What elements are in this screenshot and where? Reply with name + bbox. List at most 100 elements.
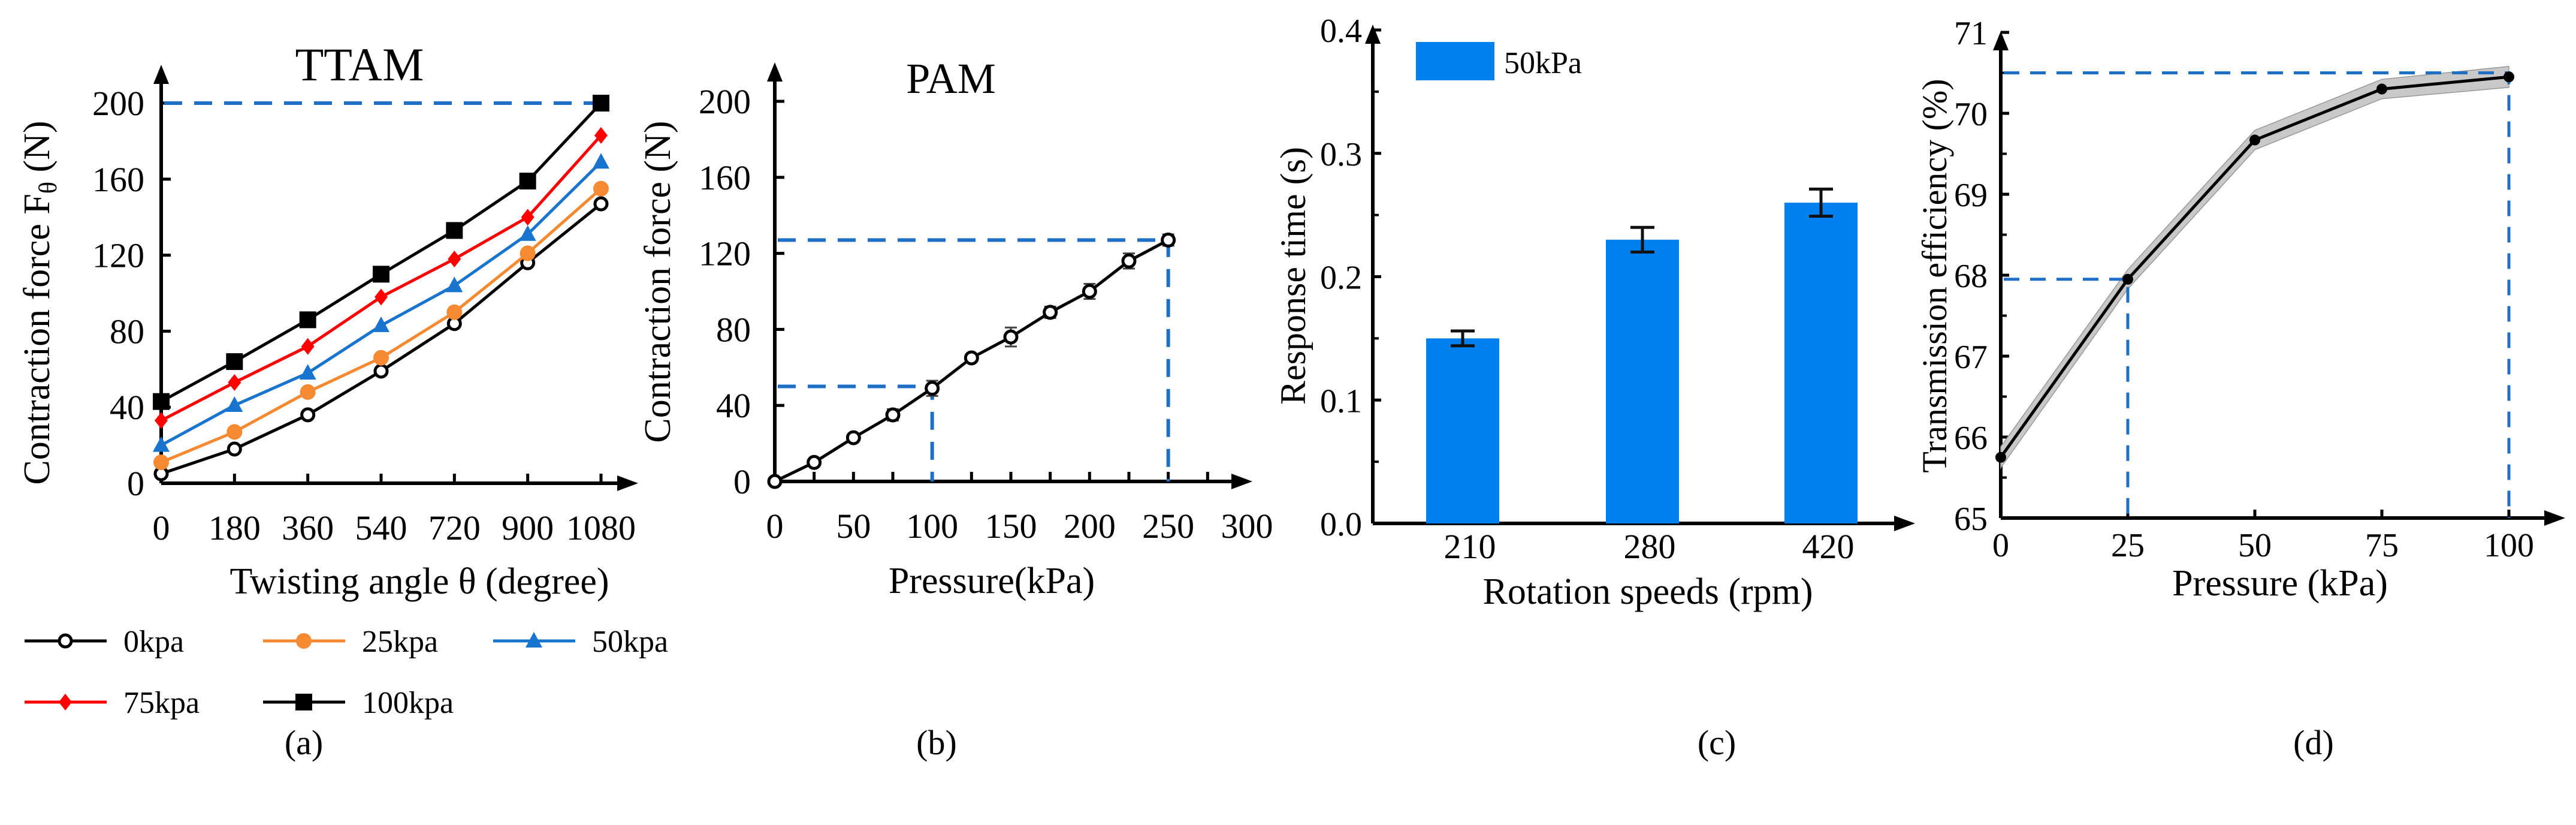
bar-210 [1426,338,1499,523]
data-point [807,454,822,470]
x-axis-label: Pressure (kPa) [2172,563,2388,604]
data-point [58,633,73,649]
legend-item-100kpa [263,694,345,710]
x-tick-label: 720 [428,508,481,547]
x-tick-label: 180 [209,508,261,547]
x-axis-arrow [1894,516,1915,531]
data-point [301,338,315,355]
legend-swatch [1416,42,1494,80]
y-tick-label: 0.2 [1320,260,1362,297]
y-tick-label: 0.1 [1320,383,1362,420]
y-tick-label: 160 [92,160,144,199]
y-tick-label: 0 [733,462,751,501]
data-point [1003,329,1019,345]
y-tick-label: 80 [716,310,751,349]
confidence-band [2000,65,2509,469]
legend-item-25kpa [263,633,345,649]
y-label-main: Contraction force F [17,194,58,485]
data-point [845,430,861,445]
x-axis-arrow [1231,474,1252,489]
x-tick-label: 540 [355,508,407,547]
legend-label: 0kpa [123,625,184,659]
data-point [296,633,312,649]
data-point [593,180,609,197]
x-tick-label: 50 [836,507,871,546]
panel-label: (b) [916,723,957,762]
y-tick-label: 80 [110,312,144,351]
legend-item-75kpa [25,694,107,710]
x-axis-arrow [2544,510,2565,526]
data-point [295,694,312,710]
data-point [446,304,463,320]
data-point [593,196,609,212]
reference-line [2004,278,2130,518]
data-point [767,474,783,489]
data-point [299,364,316,380]
panel-d-transmission-efficiency-chart [1993,31,2565,526]
data-point [964,350,979,366]
data-point [593,153,609,169]
y-tick-label: 67 [1954,339,1988,376]
x-tick-label: 210 [1444,527,1496,566]
data-point [228,374,241,391]
y-tick-label: 120 [92,236,144,275]
data-point [153,454,169,471]
data-point [2503,71,2514,83]
panel-a-ttam-chart: Contraction force Fθ (N) [17,65,638,710]
data-point [373,363,389,379]
legend-label: 50kPa [1504,46,1582,80]
x-tick-label: 0 [766,507,784,546]
x-tick-label: 100 [906,507,958,546]
x-tick-label: 200 [1064,507,1116,546]
data-point [300,407,316,423]
legend-item-50kpa [493,632,575,648]
x-tick-label: 300 [1221,507,1273,546]
y-tick-label: 40 [716,386,751,425]
x-axis-label: Twisting angle θ (degree) [229,561,609,602]
y-tick-label: 0.3 [1320,136,1362,173]
x-axis-label: Rotation speeds (rpm) [1482,571,1813,612]
y-tick-label: 120 [699,234,751,273]
x-tick-label: 150 [985,507,1037,546]
data-point [2376,83,2387,95]
data-point [2249,134,2260,146]
y-axis-label: Transmission efficiency (%) [1915,79,1954,472]
data-point [885,407,901,423]
y-tick-label: 71 [1954,15,1988,52]
y-axis-arrow [1365,25,1381,44]
chart-title: PAM [906,55,995,103]
y-axis-arrow [1993,31,2009,50]
data-point [1995,451,2006,463]
x-tick-label: 1080 [566,508,636,547]
data-point [299,311,316,329]
data-point [593,95,609,112]
data-point [373,316,389,332]
x-tick-label: 0 [153,508,170,547]
legend-label: 100kpa [362,686,454,720]
x-tick-label: 50 [2238,527,2272,564]
panel-label: (a) [285,723,323,762]
data-point [1161,232,1176,248]
y-axis-label: Response time (s) [1273,147,1313,405]
y-tick-label: 70 [1954,96,1988,133]
x-axis-label: Pressure(kPa) [889,561,1095,601]
data-point [373,266,389,283]
data-point [373,350,389,366]
y-tick-label: 68 [1954,258,1988,295]
data-point [153,393,170,410]
y-tick-label: 160 [699,158,751,197]
x-tick-label: 900 [502,508,554,547]
bar-280 [1606,239,1679,523]
panel-label: (c) [1698,723,1736,762]
data-point [155,412,168,429]
data-point [227,441,242,457]
data-point [446,222,463,239]
legend-item-0kpa [25,633,107,649]
y-axis-arrow [153,65,169,84]
data-point [375,288,388,306]
data-point [1082,284,1097,299]
y-axis-arrow [767,62,783,82]
data-point [226,396,243,412]
y-axis-label: Contraction force Fθ (N) [17,121,62,484]
